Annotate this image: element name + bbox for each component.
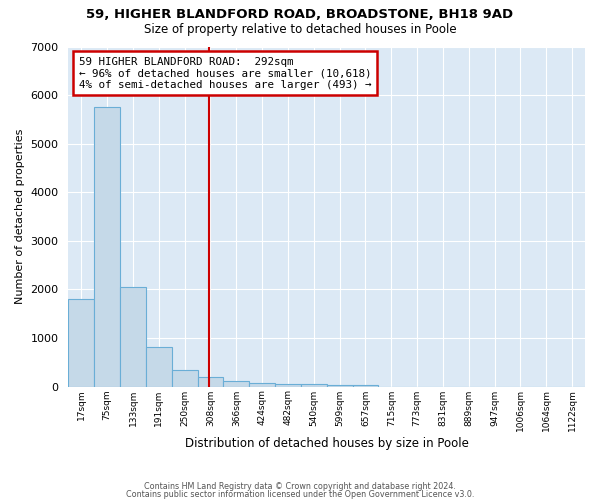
Bar	[68, 299, 94, 386]
X-axis label: Distribution of detached houses by size in Poole: Distribution of detached houses by size …	[185, 437, 469, 450]
Text: 59 HIGHER BLANDFORD ROAD:  292sqm
← 96% of detached houses are smaller (10,618)
: 59 HIGHER BLANDFORD ROAD: 292sqm ← 96% o…	[79, 56, 371, 90]
Bar	[172, 370, 197, 386]
Bar	[120, 287, 146, 386]
Bar	[275, 384, 301, 386]
Bar	[327, 385, 353, 386]
Bar	[301, 384, 327, 386]
Text: Contains public sector information licensed under the Open Government Licence v3: Contains public sector information licen…	[126, 490, 474, 499]
Bar	[197, 377, 223, 386]
Bar	[146, 346, 172, 387]
Text: 59, HIGHER BLANDFORD ROAD, BROADSTONE, BH18 9AD: 59, HIGHER BLANDFORD ROAD, BROADSTONE, B…	[86, 8, 514, 20]
Bar	[249, 382, 275, 386]
Text: Size of property relative to detached houses in Poole: Size of property relative to detached ho…	[143, 22, 457, 36]
Y-axis label: Number of detached properties: Number of detached properties	[15, 129, 25, 304]
Bar	[94, 107, 120, 386]
Bar	[223, 381, 249, 386]
Text: Contains HM Land Registry data © Crown copyright and database right 2024.: Contains HM Land Registry data © Crown c…	[144, 482, 456, 491]
